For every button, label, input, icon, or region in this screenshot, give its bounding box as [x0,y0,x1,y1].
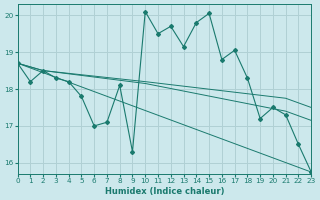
X-axis label: Humidex (Indice chaleur): Humidex (Indice chaleur) [105,187,224,196]
